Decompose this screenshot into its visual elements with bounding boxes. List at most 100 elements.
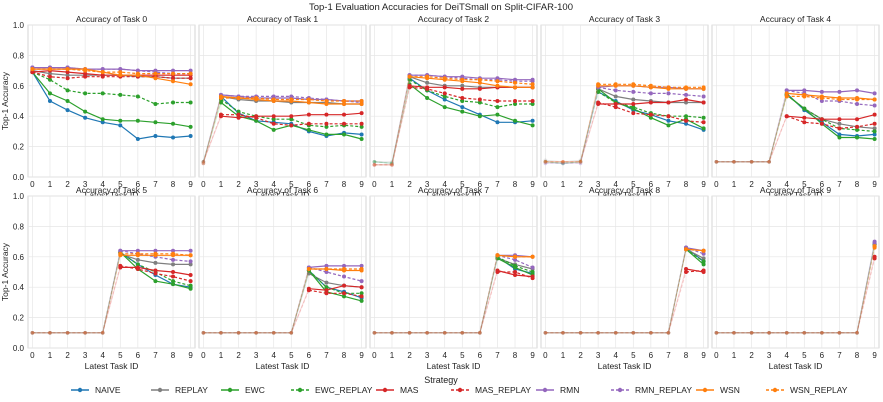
data-point-faded xyxy=(649,331,653,335)
data-point xyxy=(701,256,706,261)
data-point xyxy=(218,112,223,117)
data-point-faded xyxy=(578,161,583,166)
data-point xyxy=(530,79,535,84)
legend-label: WSN xyxy=(720,385,740,395)
data-point-faded xyxy=(201,331,206,335)
data-point-faded xyxy=(767,331,771,335)
series-line-faded xyxy=(32,252,121,334)
series-mas_replay xyxy=(543,100,706,164)
data-point-faded xyxy=(372,331,377,335)
data-point-faded xyxy=(100,331,105,335)
data-point-faded xyxy=(578,161,583,166)
data-point xyxy=(684,114,689,119)
data-point xyxy=(407,85,412,90)
data-point xyxy=(442,91,447,96)
data-point xyxy=(613,105,618,110)
x-axis-label: Latest Task ID xyxy=(769,190,823,200)
subplot-title: Accuracy of Task 8 xyxy=(589,185,660,195)
subplot-task-4: 0 1 2 3 4 5 6 7 8 9 Accuracy of Task 4 Latest Task … xyxy=(711,14,880,200)
series-line xyxy=(308,285,362,291)
data-point-faded xyxy=(714,160,719,164)
data-point-faded xyxy=(201,161,206,166)
data-point-faded xyxy=(631,331,636,335)
x-tick-label: 9 xyxy=(530,351,535,360)
data-point-faded xyxy=(201,331,206,335)
data-point xyxy=(855,135,860,140)
data-point xyxy=(855,97,860,102)
data-point xyxy=(425,86,430,91)
data-point-faded xyxy=(442,331,447,335)
data-point-faded xyxy=(767,331,771,335)
data-point-faded xyxy=(543,161,548,166)
x-tick-label: 7 xyxy=(324,351,329,360)
series-line xyxy=(409,76,533,85)
data-point xyxy=(359,124,364,129)
series-line-faded xyxy=(202,96,222,162)
data-point xyxy=(701,259,706,264)
data-point-faded xyxy=(201,160,206,164)
data-point xyxy=(872,245,877,250)
data-point xyxy=(513,273,518,278)
legend-marker xyxy=(297,387,303,393)
legend-item-mas: MAS xyxy=(376,385,419,395)
data-point xyxy=(442,94,447,99)
series-line-faded xyxy=(716,244,876,334)
data-point xyxy=(802,115,807,120)
data-point-faded xyxy=(65,331,70,335)
subplot-task-0: 0.0 0.2 0.4 0.6 0.8 1.0 0 1 2 3 4 5 6 7 8 9 Accuracy of … xyxy=(0,14,196,200)
series-wsn_replay xyxy=(30,251,193,335)
data-point-faded xyxy=(543,331,548,335)
data-point-faded xyxy=(254,331,258,335)
data-point xyxy=(135,262,140,267)
series-wsn_replay xyxy=(201,266,364,335)
data-point xyxy=(596,82,601,87)
data-point-faded xyxy=(631,331,636,335)
series-line xyxy=(409,74,533,82)
data-point xyxy=(495,270,500,274)
data-point xyxy=(171,274,176,279)
series-line xyxy=(31,71,191,128)
data-point-faded xyxy=(219,331,223,335)
data-point xyxy=(324,270,329,274)
data-point-faded xyxy=(820,331,824,335)
data-point xyxy=(613,102,618,107)
data-point-faded xyxy=(390,331,394,335)
data-point xyxy=(477,86,482,91)
data-point-faded xyxy=(802,331,807,335)
data-point-faded xyxy=(714,160,719,164)
series-line xyxy=(786,115,875,130)
data-point xyxy=(666,123,671,128)
data-point-faded xyxy=(30,331,35,335)
data-point-faded xyxy=(372,163,377,167)
data-point-faded xyxy=(390,160,394,164)
data-point xyxy=(324,99,329,103)
data-point-faded xyxy=(478,331,482,335)
x-tick-label: 3 xyxy=(596,351,601,360)
x-tick-label: 6 xyxy=(307,351,312,360)
x-tick-label: 3 xyxy=(425,180,430,189)
data-point-faded xyxy=(749,331,754,335)
series-line-faded xyxy=(545,249,687,334)
data-point-faded xyxy=(271,331,276,335)
data-point xyxy=(188,253,193,258)
data-point xyxy=(47,91,52,96)
data-point xyxy=(236,112,241,117)
data-point-faded xyxy=(613,331,618,335)
series-line-faded xyxy=(716,116,788,163)
data-point-faded xyxy=(219,331,223,335)
data-point-faded xyxy=(561,331,565,335)
data-point xyxy=(65,108,70,113)
data-point-faded xyxy=(48,331,52,335)
data-point-faded xyxy=(784,331,789,335)
data-point-faded xyxy=(784,331,789,335)
x-tick-label: 1 xyxy=(219,180,224,189)
data-point-faded xyxy=(714,160,719,164)
series-line-faded xyxy=(545,91,599,164)
data-point xyxy=(648,83,653,88)
data-point xyxy=(188,124,193,129)
x-tick-label: 4 xyxy=(784,351,789,360)
data-point xyxy=(118,67,123,72)
data-point-faded xyxy=(219,331,223,335)
data-point-faded xyxy=(767,331,771,335)
series-wsn_replay xyxy=(372,253,535,335)
